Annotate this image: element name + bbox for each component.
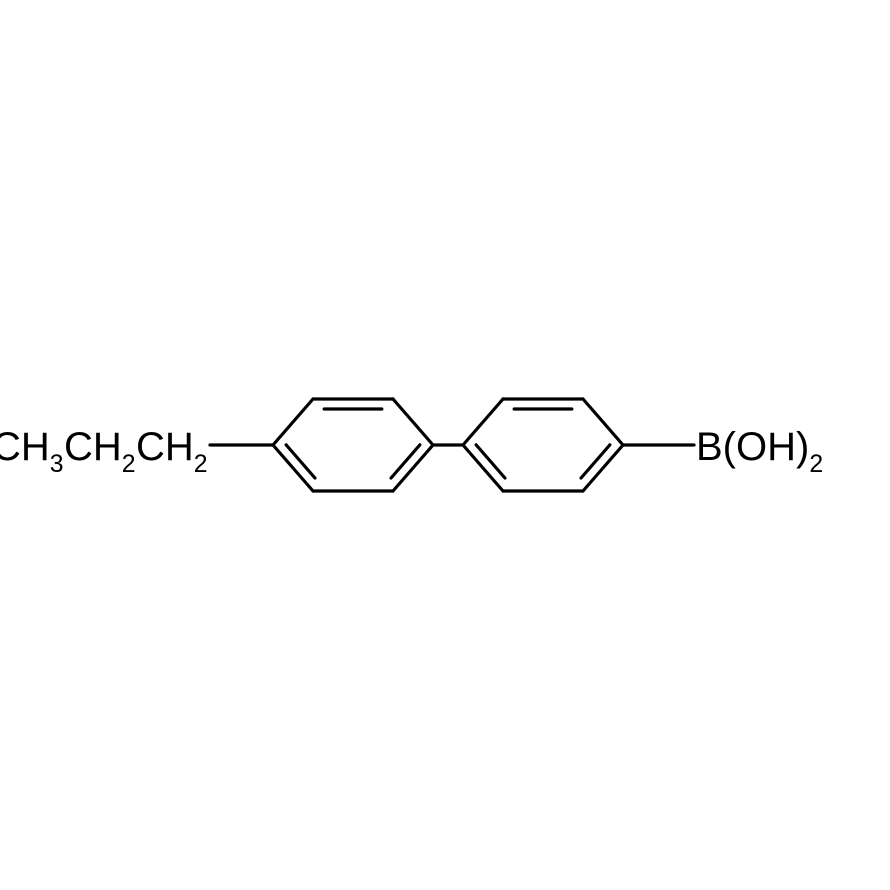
boh2-text: B(OH) — [696, 425, 809, 469]
ch2b-sub: 2 — [194, 451, 208, 478]
ch3-sub: 3 — [50, 451, 64, 478]
boh2-sub: 2 — [809, 451, 823, 478]
atom-label-boh2: B(OH)2 — [696, 427, 823, 475]
ch2a-text: CH — [64, 425, 122, 469]
atom-label-ch3: CH3 — [0, 427, 64, 475]
ch3-text: CH — [0, 425, 50, 469]
ch2a-sub: 2 — [122, 451, 136, 478]
atom-label-ch2a: CH2 — [64, 427, 136, 475]
ch2b-text: CH — [136, 425, 194, 469]
atom-label-ch2b: CH2 — [136, 427, 208, 475]
molecule-canvas: CH3 CH2 CH2 B(OH)2 — [0, 0, 890, 890]
